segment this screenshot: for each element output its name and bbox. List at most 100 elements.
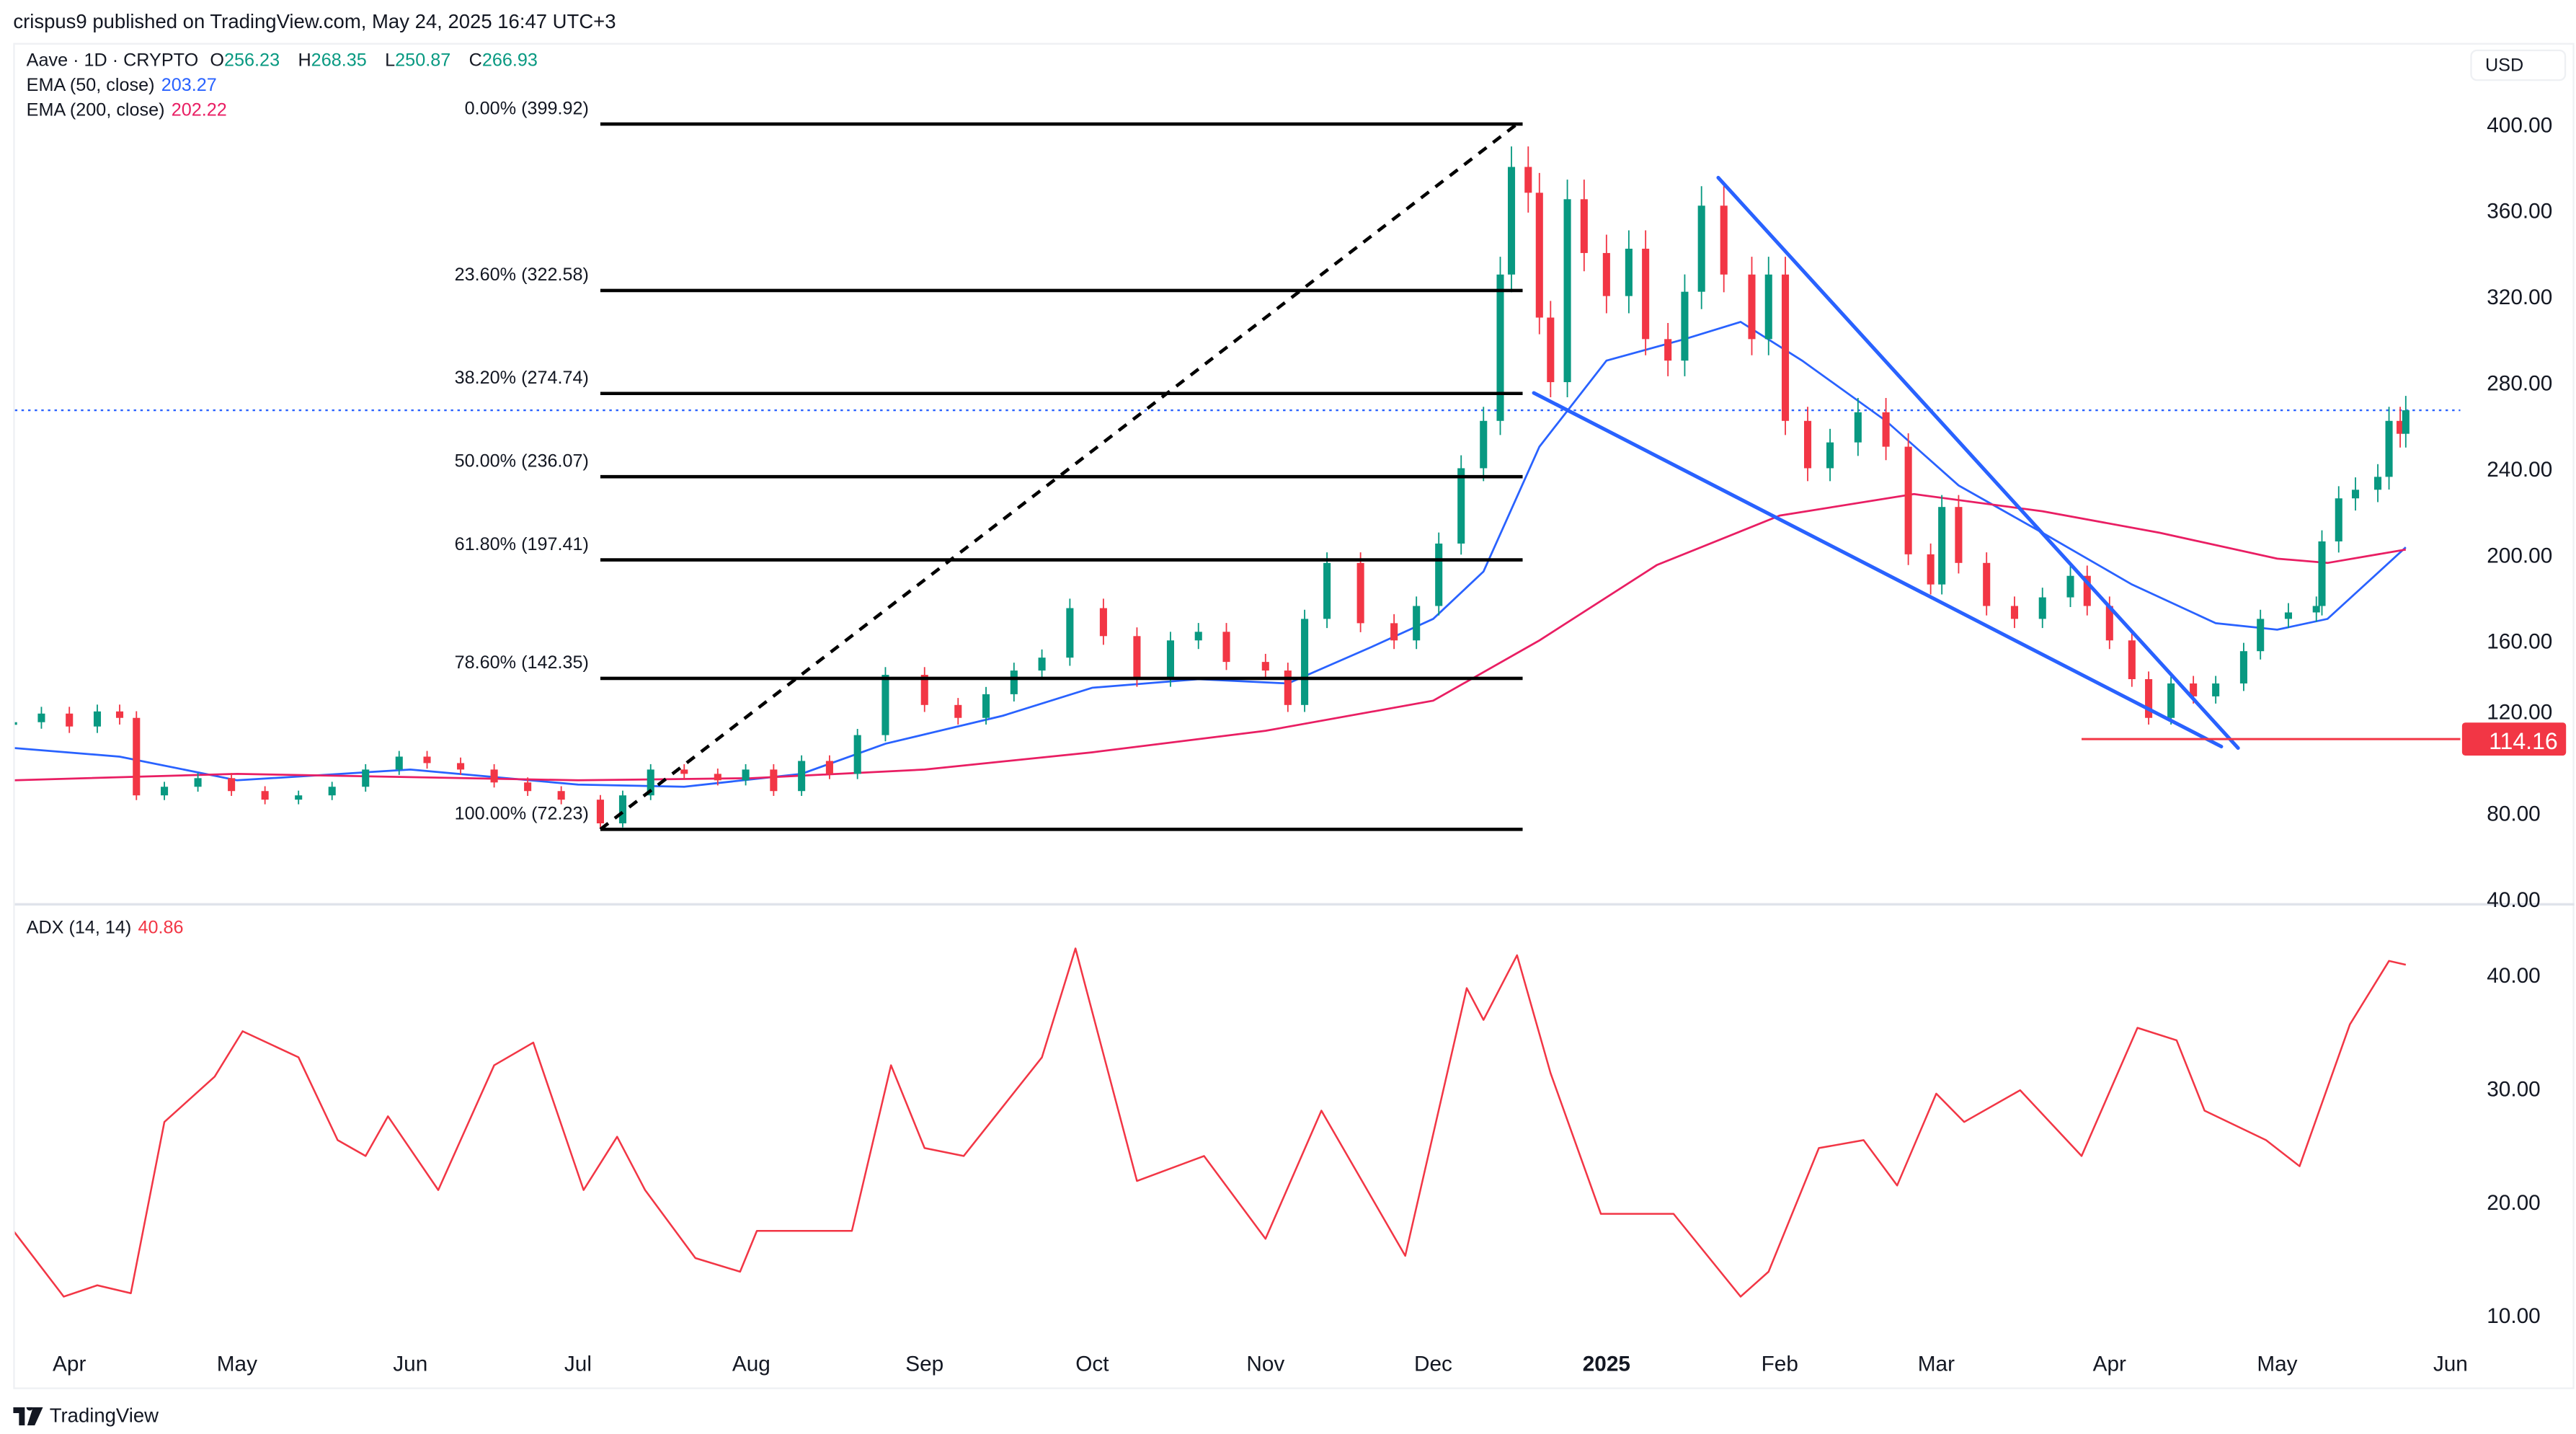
candle [680,764,688,779]
candle [295,790,303,805]
fib-level-label: 38.20% (274.74) [455,368,589,388]
candle-body [2397,420,2404,434]
candle-body [982,694,990,718]
candle [798,755,806,796]
candle-body [881,675,889,735]
price-tick-label: 200.00 [2487,544,2552,567]
ema50-legend[interactable]: EMA (50, close) 203.27 [27,76,223,95]
price-tick-label: 40.00 [2487,888,2541,912]
candle-body [2145,678,2153,718]
candle [1457,455,1465,555]
adx-legend[interactable]: ADX (14, 14) 40.86 [27,919,190,938]
ema200-legend[interactable]: EMA (200, close) 202.22 [27,101,234,120]
candle-body [2083,575,2091,606]
candle [2212,676,2220,704]
candle [1413,596,1421,650]
time-tick-label: Sep [905,1353,943,1376]
candle-body [1507,167,1516,275]
candle-body [2257,619,2265,652]
fib-level-label: 50.00% (236.07) [455,451,589,471]
price-tick-label: 320.00 [2487,286,2552,309]
candle [1066,598,1074,666]
adx-axis[interactable]: 40.00 30.00 20.00 10.00 [2487,964,2541,1328]
time-tick-label: Jun [2433,1353,2468,1376]
price-tick-label: 280.00 [2487,372,2552,396]
price-axis[interactable]: 400.00 360.00 320.00 280.00 240.00 200.00 160.… [2487,113,2552,912]
candle-body [680,769,688,774]
candle-body [1413,606,1421,641]
candle-body [853,735,861,774]
candle [133,711,141,800]
price-tick-label: 360.00 [2487,200,2552,223]
adx-line [14,947,2407,1298]
fib-level-label: 0.00% (399.92) [465,98,589,118]
candle [1435,532,1443,616]
price-tick-label: 240.00 [2487,458,2552,482]
candle [1803,407,1812,482]
candle [194,773,202,792]
candle-body [618,795,627,824]
candle [1748,257,1756,355]
candle-body [1882,412,1890,447]
candle [161,782,169,800]
tradingview-logo[interactable]: TradingView [13,1404,159,1427]
candle-body [1261,662,1269,671]
candle [1524,146,1532,213]
currency-button[interactable]: USD [2470,49,2567,81]
candle-body [1284,670,1292,705]
candle-body [2105,606,2113,641]
candle [618,790,627,828]
price-tick-label: 160.00 [2487,630,2552,654]
time-tick-label: Oct [1075,1353,1109,1376]
candle [362,764,370,792]
candle-body [1496,274,1504,421]
low-value: 250.87 [395,51,451,71]
ema200-label: EMA (200, close) [26,100,165,121]
symbol-legend[interactable]: Aave · 1D · CRYPTO O256.23 H268.35 L250.… [27,51,551,71]
time-axis[interactable]: Apr May Jun Jul Aug Sep Oct Nov Dec 2025 Feb Mar Apr… [53,1353,2468,1376]
candle [1356,552,1364,632]
high-label: H [298,51,311,71]
candle-body [2312,606,2320,613]
candle [1480,407,1488,482]
candle [93,704,102,733]
fib-trend-line [599,123,1519,831]
candle-body [1222,632,1230,663]
price-pane: 0.00% (399.92) 23.60% (322.58) 38.20% (274… [14,98,2461,831]
candle [1764,257,1772,355]
candle [596,795,604,828]
candle-body [2167,683,2175,718]
candle [1720,186,1728,293]
time-tick-label: Feb [1762,1353,1798,1376]
candle-body [2038,597,2046,619]
candle-body [1625,248,1633,296]
candle-body [1323,562,1331,619]
candle-body [1764,274,1772,340]
candle [228,773,236,796]
candle-body [1133,636,1141,679]
candle [1983,552,1991,616]
candle [1496,257,1504,435]
candle [1664,322,1672,376]
candle-body [647,769,654,796]
candle [14,722,17,725]
symbol-title: Aave · 1D · CRYPTO [26,51,199,71]
candle [982,686,990,725]
candle-body [1356,562,1364,624]
candle [557,786,565,805]
candle [1010,663,1018,701]
candle-body [66,713,74,727]
open-label: O [210,51,225,71]
candle-body [1642,248,1650,340]
candle [2397,407,2404,448]
open-value: 256.23 [224,51,280,71]
candle [1681,274,1689,376]
candle [1927,543,1935,595]
close-value: 266.93 [481,51,538,71]
candle [2351,477,2360,511]
candle [1955,495,1963,574]
candle-body [457,763,465,770]
candle-body [524,782,532,792]
